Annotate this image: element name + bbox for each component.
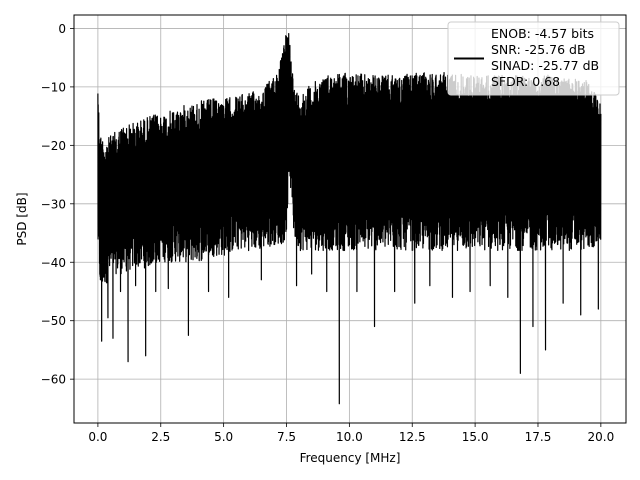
series-layer	[97, 33, 602, 405]
x-tick-label: 12.5	[399, 430, 426, 444]
y-tick-label: −10	[41, 80, 66, 94]
y-tick-label: −30	[41, 197, 66, 211]
x-tick-label: 0.0	[88, 430, 107, 444]
psd-series-line	[97, 33, 602, 405]
y-tick-label: 0	[58, 22, 66, 36]
x-tick-label: 20.0	[587, 430, 614, 444]
x-tick-label: 17.5	[525, 430, 552, 444]
plot-area	[97, 33, 602, 405]
legend-sfdr: SFDR: 0.68	[491, 74, 560, 89]
x-tick-label: 7.5	[277, 430, 296, 444]
y-axis-ticks: 0 −10 −20 −30 −40 −50 −60	[41, 22, 74, 387]
y-axis-label: PSD [dB]	[15, 192, 29, 245]
y-tick-label: −40	[41, 256, 66, 270]
x-tick-label: 5.0	[214, 430, 233, 444]
legend-box	[447, 21, 620, 96]
y-tick-label: −20	[41, 139, 66, 153]
legend: ENOB: -4.57 bits SNR: -25.76 dB SINAD: -…	[447, 21, 620, 96]
legend-enob: ENOB: -4.57 bits	[491, 26, 594, 41]
x-tick-label: 2.5	[151, 430, 170, 444]
x-axis-label: Frequency [MHz]	[300, 451, 401, 465]
x-tick-label: 10.0	[336, 430, 363, 444]
x-tick-label: 15.0	[462, 430, 489, 444]
y-tick-label: −60	[41, 373, 66, 387]
x-axis-ticks: 0.0 2.5 5.0 7.5 10.0 12.5 15.0 17.5 20.0	[88, 423, 614, 444]
axes-frame	[73, 14, 627, 424]
legend-snr: SNR: -25.76 dB	[491, 42, 586, 57]
legend-sinad: SINAD: -25.77 dB	[491, 58, 599, 73]
y-tick-label: −50	[41, 314, 66, 328]
